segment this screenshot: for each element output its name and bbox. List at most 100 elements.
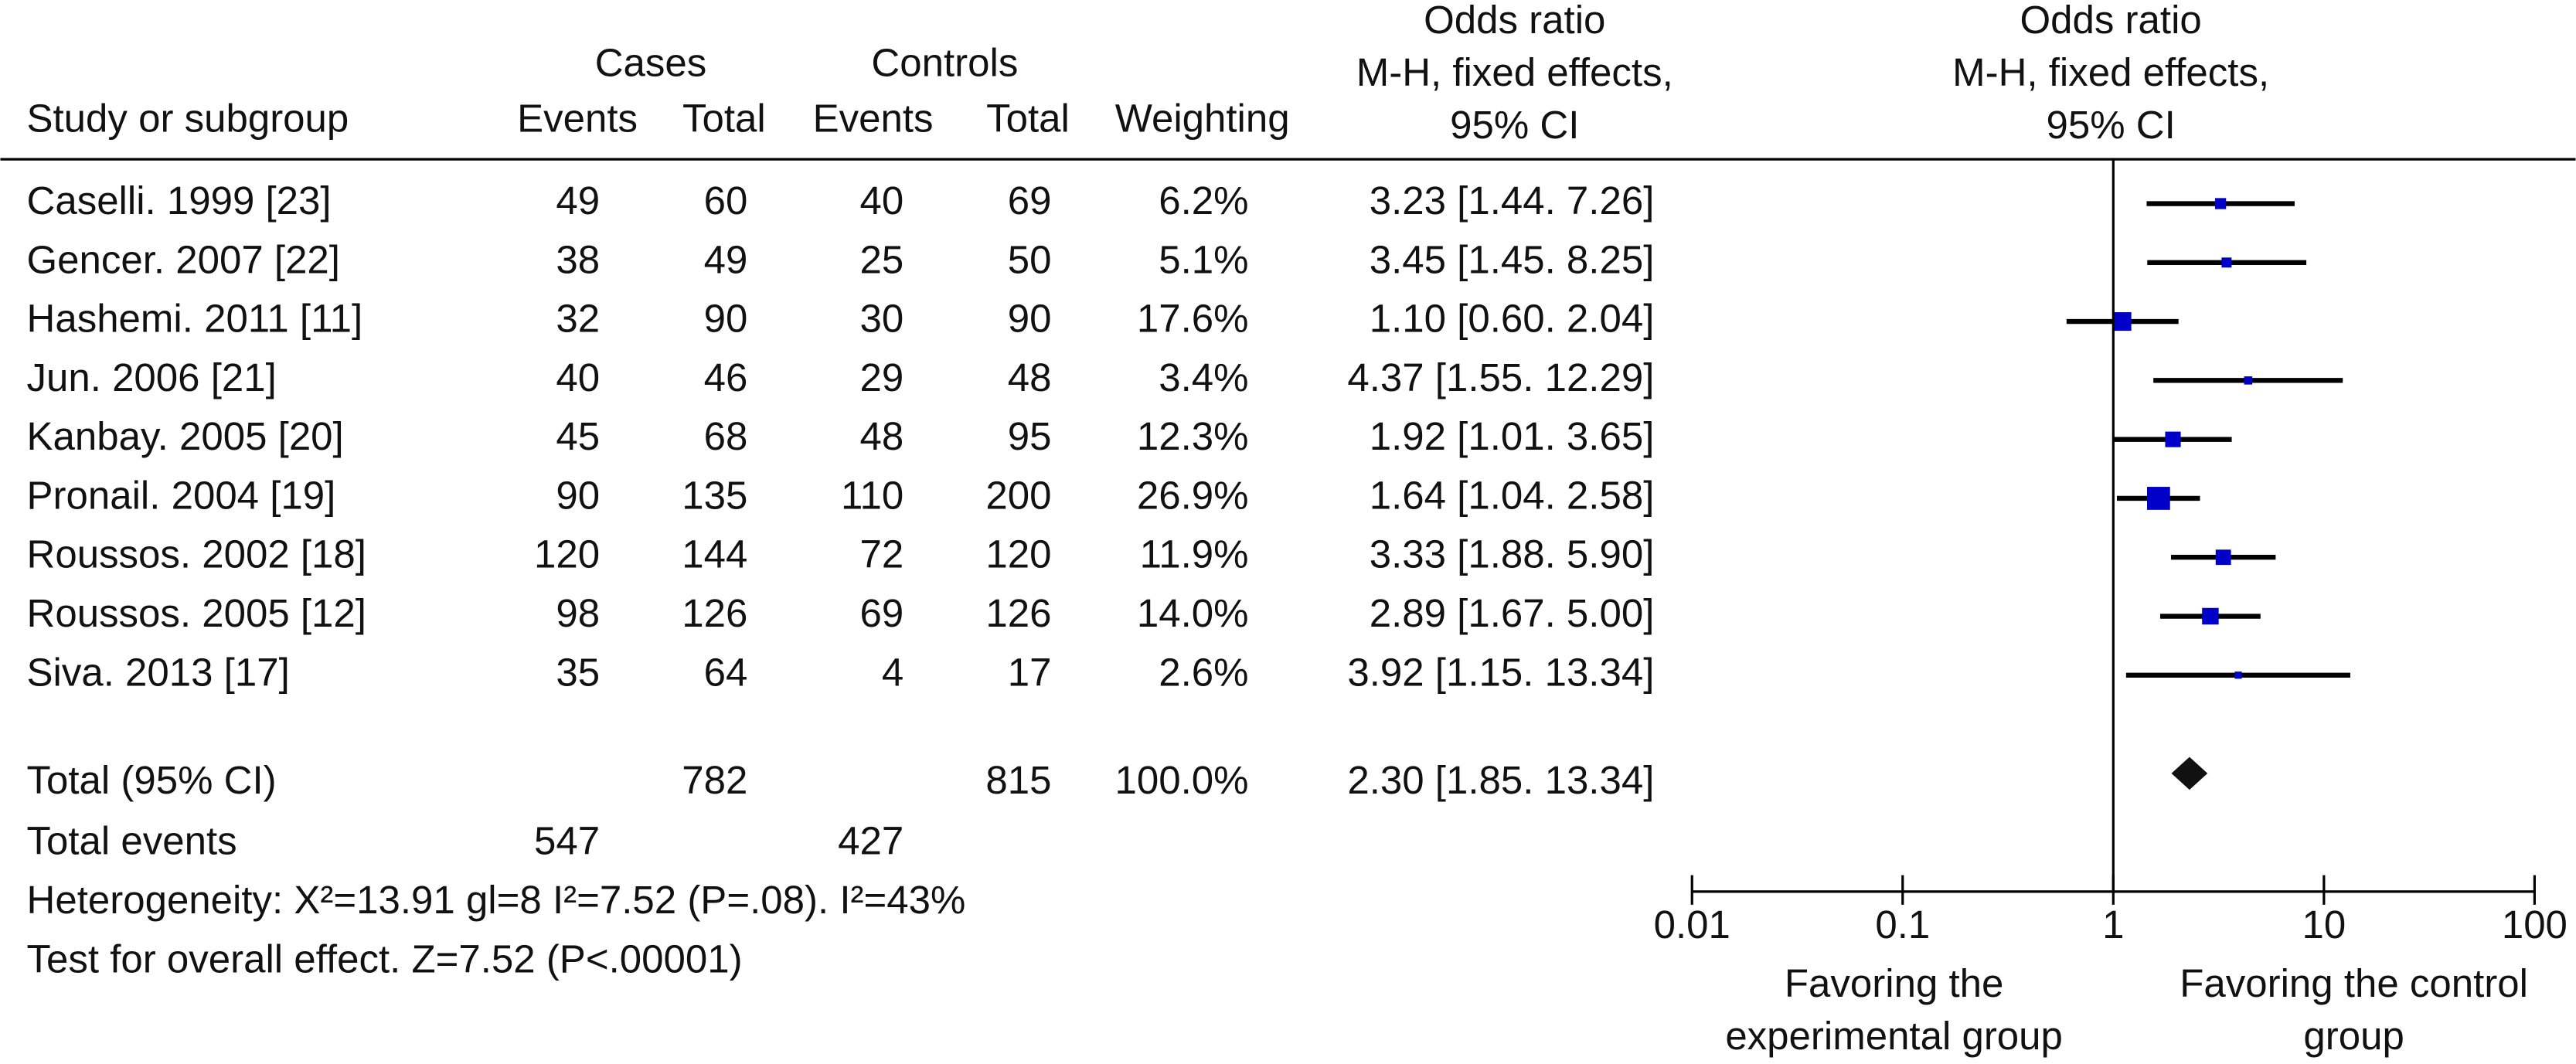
weight-label: 11.9%	[1140, 532, 1249, 576]
or-label: 3.45 [1.45. 8.25]	[1370, 237, 1655, 281]
weighting-header: Weighting	[1115, 97, 1290, 141]
table-cell: 38	[556, 237, 600, 281]
or-square	[2165, 431, 2181, 447]
table-cell: 547	[534, 819, 600, 863]
controls-header: Controls	[871, 40, 1018, 84]
weight-label: 3.4%	[1159, 355, 1248, 399]
table-cell: 815	[985, 758, 1051, 802]
table-cell: 427	[838, 819, 903, 863]
heterogeneity: Heterogeneity: X²=13.91 gl=8 I²=7.52 (P=…	[27, 878, 966, 922]
table-cell: 40	[860, 178, 904, 223]
or-header: Odds ratio	[1424, 0, 1605, 42]
study-name: Roussos. 2005 [12]	[27, 591, 366, 635]
or-label: 3.23 [1.44. 7.26]	[1370, 178, 1655, 223]
study-header: Study or subgroup	[27, 97, 349, 141]
or-square	[2215, 549, 2231, 566]
x-tick-label: 100	[2502, 903, 2567, 947]
weight-label: 6.2%	[1159, 178, 1248, 223]
or-header: M-H, fixed effects,	[1356, 50, 1673, 94]
events-header: Events	[517, 97, 638, 141]
or-square	[2234, 671, 2242, 679]
x-tick-label: 0.01	[1654, 903, 1730, 947]
table-cell: 95	[1008, 414, 1052, 458]
weight-label: 5.1%	[1159, 237, 1248, 281]
table-cell: 200	[985, 473, 1051, 517]
table-cell: 30	[860, 297, 904, 341]
total-diamond	[2171, 756, 2208, 790]
table-cell: 45	[556, 414, 600, 458]
or-label: 4.37 [1.55. 12.29]	[1347, 355, 1654, 399]
study-name: Caselli. 1999 [23]	[27, 178, 332, 223]
or-label: 3.92 [1.15. 13.34]	[1347, 650, 1654, 694]
table-cell: 48	[1008, 355, 1052, 399]
plot-header: 95% CI	[2047, 103, 2176, 147]
or-header: 95% CI	[1450, 103, 1579, 147]
or-square	[2214, 198, 2227, 209]
table-cell: 110	[841, 473, 903, 517]
x-tick-label: 0.1	[1875, 903, 1930, 947]
x-axis-label: Favoring the experimental group	[1725, 962, 2063, 1059]
table-cell: 32	[556, 297, 600, 341]
table-cell: 68	[704, 414, 748, 458]
or-square	[2202, 607, 2219, 625]
table-cell: 782	[682, 758, 747, 802]
weight-label: 14.0%	[1137, 591, 1249, 635]
table-cell: 29	[860, 355, 904, 399]
weight-label: 17.6%	[1137, 297, 1249, 341]
or-label: 1.10 [0.60. 2.04]	[1370, 297, 1655, 341]
table-cell: 48	[860, 414, 904, 458]
study-name: Gencer. 2007 [22]	[27, 237, 340, 281]
cases-header: Cases	[595, 40, 707, 84]
or-label: 1.64 [1.04. 2.58]	[1370, 473, 1655, 517]
or-square	[2221, 257, 2232, 268]
table-cell: 90	[556, 473, 600, 517]
table-cell: 50	[1008, 237, 1052, 281]
table-cell: 69	[1008, 178, 1052, 223]
study-name: Pronail. 2004 [19]	[27, 473, 336, 517]
total-header: Total	[986, 97, 1070, 141]
total-label: Total (95% CI)	[27, 758, 277, 802]
study-name: Siva. 2013 [17]	[27, 650, 290, 694]
study-name: Jun. 2006 [21]	[27, 355, 277, 399]
table-cell: 4	[882, 650, 903, 694]
x-tick-label: 10	[2302, 903, 2346, 947]
or-square	[2244, 376, 2253, 385]
x-axis-label: Favoring the control group	[2180, 962, 2528, 1059]
x-tick-label: 1	[2102, 903, 2124, 947]
table-cell: 35	[556, 650, 600, 694]
or-label: 2.89 [1.67. 5.00]	[1370, 591, 1655, 635]
table-cell: 49	[556, 178, 600, 223]
table-cell: 72	[860, 532, 904, 576]
table-cell: 144	[682, 532, 747, 576]
x-axis-label-text: Favoring the experimental group	[1725, 962, 2063, 1059]
table-cell: 25	[860, 237, 904, 281]
weight-label: 100.0%	[1115, 758, 1249, 802]
table-cell: 120	[534, 532, 600, 576]
study-name: Roussos. 2002 [18]	[27, 532, 366, 576]
or-square	[2112, 312, 2132, 331]
study-name: Hashemi. 2011 [11]	[27, 297, 363, 341]
table-cell: 60	[704, 178, 748, 223]
plot-header: M-H, fixed effects,	[1952, 50, 2269, 94]
or-label: 1.92 [1.01. 3.65]	[1370, 414, 1655, 458]
table-cell: 64	[704, 650, 748, 694]
table-cell: 120	[985, 532, 1051, 576]
table-cell: 135	[682, 473, 747, 517]
table-cell: 49	[704, 237, 748, 281]
table-cell: 17	[1008, 650, 1052, 694]
weight-label: 12.3%	[1137, 414, 1249, 458]
table-cell: 126	[682, 591, 747, 635]
or-label: 3.33 [1.88. 5.90]	[1370, 532, 1655, 576]
table-cell: 90	[704, 297, 748, 341]
events-header: Events	[813, 97, 934, 141]
table-cell: 40	[556, 355, 600, 399]
table-cell: 90	[1008, 297, 1052, 341]
total-header: Total	[682, 97, 766, 141]
plot-header: Odds ratio	[2020, 0, 2201, 42]
weight-label: 26.9%	[1137, 473, 1249, 517]
table-cell: 126	[985, 591, 1051, 635]
or-square	[2146, 487, 2170, 510]
x-axis-label-text: Favoring the control group	[2180, 962, 2528, 1059]
